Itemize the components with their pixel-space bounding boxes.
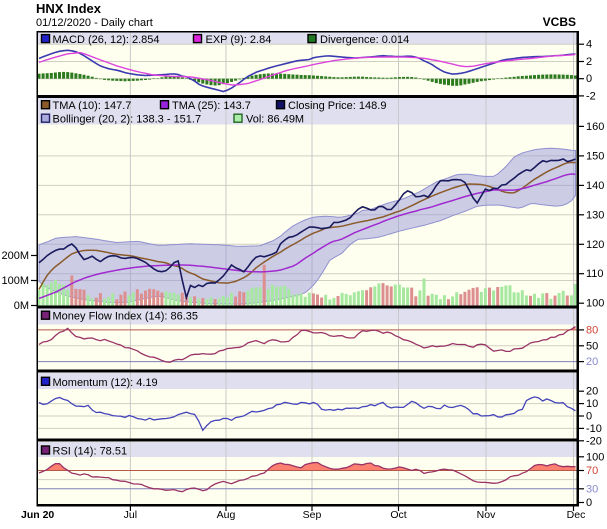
svg-text:Closing Price: 148.9: Closing Price: 148.9 [288,100,386,112]
svg-text:Dec: Dec [567,509,586,521]
svg-text:100: 100 [586,451,604,463]
svg-text:VCBS: VCBS [543,15,576,29]
svg-text:HNX Index: HNX Index [36,1,102,16]
svg-text:0: 0 [586,73,592,85]
svg-text:130: 130 [586,209,604,221]
svg-text:Momentum (12): 4.19: Momentum (12): 4.19 [53,377,158,389]
svg-text:RSI (14): 78.51: RSI (14): 78.51 [53,445,128,457]
svg-text:Bollinger (20, 2): 138.3 - 151: Bollinger (20, 2): 138.3 - 151.7 [53,114,202,126]
svg-text:Sep: Sep [303,509,322,521]
svg-text:110: 110 [586,268,604,280]
svg-text:10: 10 [586,398,598,410]
svg-text:-2: -2 [586,90,596,102]
svg-text:Vol: 86.49M: Vol: 86.49M [246,114,304,126]
svg-text:4: 4 [586,39,592,51]
svg-text:TMA (10): 147.7: TMA (10): 147.7 [53,100,132,112]
svg-text:100M: 100M [1,275,29,287]
svg-text:01/12/2020 - Daily chart: 01/12/2020 - Daily chart [36,17,153,29]
svg-text:200M: 200M [1,250,29,262]
svg-text:Jun 20: Jun 20 [21,509,54,521]
svg-text:2: 2 [586,56,592,68]
svg-text:MACD (26, 12): 2.854: MACD (26, 12): 2.854 [53,34,160,46]
svg-text:TMA (25): 143.7: TMA (25): 143.7 [172,100,251,112]
svg-text:80: 80 [586,324,598,336]
svg-text:30: 30 [586,483,598,495]
svg-text:140: 140 [586,180,604,192]
svg-text:Divergence: 0.014: Divergence: 0.014 [320,34,409,46]
svg-text:20: 20 [586,356,598,368]
svg-text:20: 20 [586,386,598,398]
svg-text:Money Flow Index (14): 86.35: Money Flow Index (14): 86.35 [53,311,199,323]
svg-text:0: 0 [586,497,592,509]
svg-text:150: 150 [586,150,604,162]
svg-text:Oct: Oct [390,509,406,521]
svg-text:0M: 0M [14,300,29,312]
svg-text:Nov: Nov [477,509,496,521]
svg-text:70: 70 [586,465,598,477]
svg-text:EXP (9): 2.84: EXP (9): 2.84 [206,34,272,46]
svg-text:160: 160 [586,121,604,133]
svg-text:-10: -10 [586,423,602,435]
svg-text:100: 100 [586,298,604,310]
svg-text:120: 120 [586,239,604,251]
svg-text:Jul: Jul [124,509,137,521]
svg-text:Aug: Aug [217,509,236,521]
svg-text:0: 0 [586,411,592,423]
svg-text:50: 50 [586,340,598,352]
svg-text:-20: -20 [586,435,602,447]
